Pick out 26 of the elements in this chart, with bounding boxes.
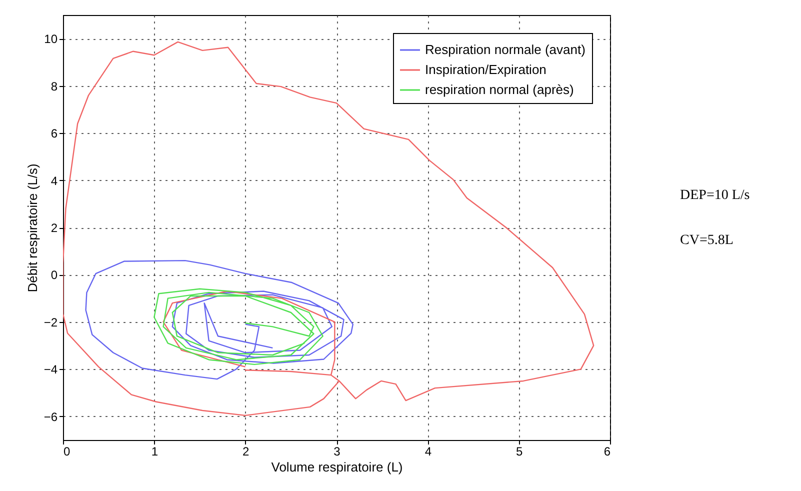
x-tick-label: 3 xyxy=(334,444,341,458)
legend-label: Respiration normale (avant) xyxy=(425,42,586,57)
y-tick-label: 8 xyxy=(50,79,58,94)
y-tick-label: −6 xyxy=(44,410,58,424)
y-tick-label: 6 xyxy=(50,126,58,141)
y-tick-label: 2 xyxy=(50,221,58,235)
y-axis-title: Débit respiratoire (L/s) xyxy=(24,164,40,292)
line-series xyxy=(63,41,594,416)
text: DEP=10 L/s xyxy=(680,188,750,203)
x-tick-label: 1 xyxy=(151,444,158,458)
text: CV=5.8L xyxy=(680,233,734,248)
y-tick-label: 0 xyxy=(50,268,58,282)
x-tick-label: 5 xyxy=(516,444,523,458)
x-tick-label: 0 xyxy=(64,444,70,458)
y-tick-label: 4 xyxy=(50,174,58,188)
x-axis-title: Volume respiratoire (L) xyxy=(271,460,403,474)
y-tick-label: 10 xyxy=(44,32,58,46)
line-series xyxy=(154,288,324,366)
line-series xyxy=(85,260,354,380)
y-tick-label: −2 xyxy=(44,315,58,330)
y-tick-label: −4 xyxy=(44,362,58,377)
x-tick-label: 6 xyxy=(604,444,611,458)
legend-label: Inspiration/Expiration xyxy=(425,62,546,77)
x-tick-label: 4 xyxy=(424,444,432,458)
legend-label: respiration normal (après) xyxy=(425,82,574,97)
x-tick-label: 2 xyxy=(242,444,250,458)
